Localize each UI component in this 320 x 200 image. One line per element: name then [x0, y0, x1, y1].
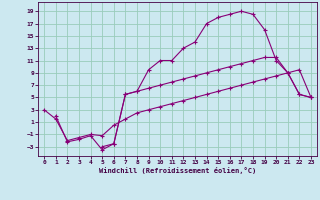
- X-axis label: Windchill (Refroidissement éolien,°C): Windchill (Refroidissement éolien,°C): [99, 167, 256, 174]
